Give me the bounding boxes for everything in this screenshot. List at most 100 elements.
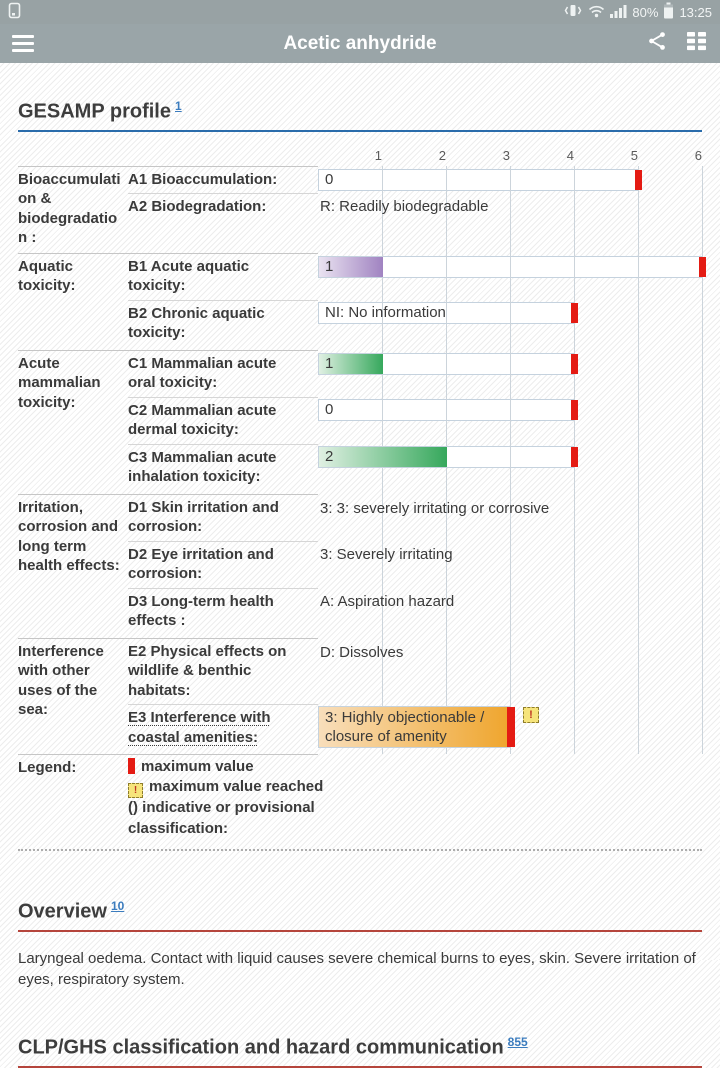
table-row-c2: C2 Mammalian acute dermal toxicity: 0 (128, 396, 702, 444)
value-cell: 0 (318, 167, 702, 194)
rating-text: 3: Highly objectionable / closure of ame… (325, 709, 485, 746)
table-row-e3: E3 Interference with coastal amenities: … (128, 704, 702, 751)
rating-bar (319, 707, 511, 748)
battery-percent: 80% (632, 4, 659, 20)
criterion-label: B1 Acute aquatic toxicity: (128, 257, 250, 295)
group-legend: Legend: maximum value ! maximum value rea… (18, 754, 702, 847)
rating-text: R: Readily biodegradable (320, 198, 489, 216)
category-label: Bioaccumulation & biodegradation : (18, 170, 121, 247)
scale-tick: 4 (566, 147, 574, 163)
max-value-marker-icon (635, 169, 642, 190)
overview-heading: Overview 10 (18, 898, 125, 923)
table-row-a2: A2 Biodegradation: R: Readily biodegrada… (128, 193, 702, 249)
gesamp-table: Bioaccumulation & biodegradation : A1 Bi… (18, 165, 706, 851)
criterion-label: D2 Eye irritation and corrosion: (128, 540, 318, 588)
rating-box: 0 (318, 398, 574, 421)
overview-heading-rule (18, 929, 702, 932)
category-label: Irritation, corrosion and long term heal… (18, 498, 120, 575)
rating-text: 1 (325, 354, 334, 372)
group-mammalian-toxicity: Acute mammalian toxicity: C1 Mammalian a… (18, 349, 702, 494)
share-icon[interactable] (646, 30, 668, 57)
value-cell: A: Aspiration hazard (318, 588, 702, 635)
category-label: Interference with other uses of the sea: (18, 642, 104, 719)
rating-text: 2 (325, 447, 334, 465)
table-row-d1: D1 Skin irritation and corrosion: 3: 3: … (128, 495, 702, 541)
gesamp-ref-link[interactable]: 1 (175, 99, 182, 113)
scale-tick: 5 (630, 147, 638, 163)
value-cell: 3: 3: severely irritating or corrosive (318, 495, 702, 541)
max-value-marker-icon (699, 256, 706, 277)
criterion-label: A2 Biodegradation: (128, 193, 318, 249)
group-irritation-corrosion: Irritation, corrosion and long term heal… (18, 493, 702, 638)
rating-box: 1 (318, 255, 702, 278)
gesamp-heading-rule (18, 129, 702, 132)
max-value-marker-icon (571, 302, 578, 323)
legend-item-max-value: maximum value (128, 757, 388, 777)
rating-text: NI: No information (325, 303, 446, 321)
legend-label: Legend: (18, 759, 77, 777)
rating-box: 3: Highly objectionable / closure of ame… (318, 706, 511, 749)
overview-text: Laryngeal oedema. Contact with liquid ca… (18, 949, 696, 989)
rating-box: 0 (318, 168, 638, 191)
group-interference-sea: Interference with other uses of the sea:… (18, 637, 702, 755)
scale-tick: 6 (694, 147, 702, 163)
value-cell: 1 (318, 254, 706, 300)
criterion-label: C2 Mammalian acute dermal toxicity: (128, 396, 318, 444)
table-row-c1: C1 Mammalian acute oral toxicity: 1 (128, 351, 702, 397)
clp-ref-link[interactable]: 855 (507, 1035, 528, 1050)
group-aquatic-toxicity: Aquatic toxicity: B1 Acute aquatic toxic… (18, 252, 706, 350)
table-row-d2: D2 Eye irritation and corrosion: 3: Seve… (128, 540, 702, 588)
value-cell: 1 (318, 351, 702, 397)
criterion-label: D1 Skin irritation and corrosion: (128, 498, 279, 536)
wifi-icon (588, 4, 605, 21)
value-cell: 3: Highly objectionable / closure of ame… (318, 704, 702, 751)
table-row-a1: A1 Bioaccumulation: 0 (128, 167, 702, 194)
max-value-marker-icon (571, 353, 578, 374)
rating-box: NI: No information (318, 301, 574, 324)
e3-tooltip-term[interactable]: E3 Interference with coastal amenities: (128, 709, 271, 746)
clp-heading-rule (18, 1065, 702, 1068)
max-value-marker-icon (571, 446, 578, 467)
criterion-label: C1 Mammalian acute oral toxicity: (128, 354, 277, 392)
scale-tick: 1 (374, 147, 382, 163)
max-value-marker-icon (571, 399, 578, 420)
table-row-d3: D3 Long-term health effects : A: Aspirat… (128, 587, 702, 635)
scale-tick: 3 (502, 147, 510, 163)
rating-box: 2 (318, 445, 574, 468)
warning-icon: ! (523, 707, 539, 724)
warning-icon: ! (128, 783, 143, 799)
rating-bar (319, 446, 447, 467)
rating-text: 3: 3: severely irritating or corrosive (320, 499, 550, 517)
list-view-icon[interactable] (686, 31, 708, 56)
overview-ref-link[interactable]: 10 (110, 898, 125, 913)
page-title: Acetic anhydride (283, 32, 437, 54)
legend-item-max-reached: ! maximum value reached (128, 777, 388, 799)
value-cell: D: Dissolves (318, 639, 702, 705)
rating-text: D: Dissolves (320, 643, 404, 661)
table-row-c3: C3 Mammalian acute inhalation toxicity: … (128, 443, 702, 491)
scale-tick: 2 (438, 147, 446, 163)
rating-bar (319, 353, 383, 374)
clp-heading: CLP/GHS classification and hazard commun… (18, 1035, 528, 1059)
screenshot-icon (8, 2, 21, 22)
rating-bar (319, 256, 383, 277)
app-bar: Acetic anhydride (0, 24, 720, 63)
gesamp-heading: GESAMP profile 1 (18, 99, 182, 123)
value-cell: R: Readily biodegradable (318, 193, 702, 249)
rating-text: 3: Severely irritating (320, 545, 453, 563)
category-label: Acute mammalian toxicity: (18, 354, 101, 411)
value-cell: NI: No information (318, 300, 702, 347)
status-bar: 80% 13:25 (0, 0, 720, 24)
value-cell: 2 (318, 444, 702, 491)
group-bioaccumulation: Bioaccumulation & biodegradation : A1 Bi… (18, 165, 702, 253)
value-cell: 0 (318, 397, 702, 444)
legend-item-provisional: () indicative or provisional classificat… (128, 799, 315, 837)
criterion-label: D3 Long-term health effects : (128, 587, 318, 635)
clock: 13:25 (679, 4, 712, 20)
rating-text: 0 (325, 400, 334, 418)
menu-icon[interactable] (12, 31, 36, 56)
gesamp-scale: 1 2 3 4 5 6 (18, 148, 702, 166)
criterion-label: A1 Bioaccumulation: (128, 170, 278, 188)
vibrate-icon (563, 3, 583, 21)
max-value-marker-icon (128, 758, 135, 775)
